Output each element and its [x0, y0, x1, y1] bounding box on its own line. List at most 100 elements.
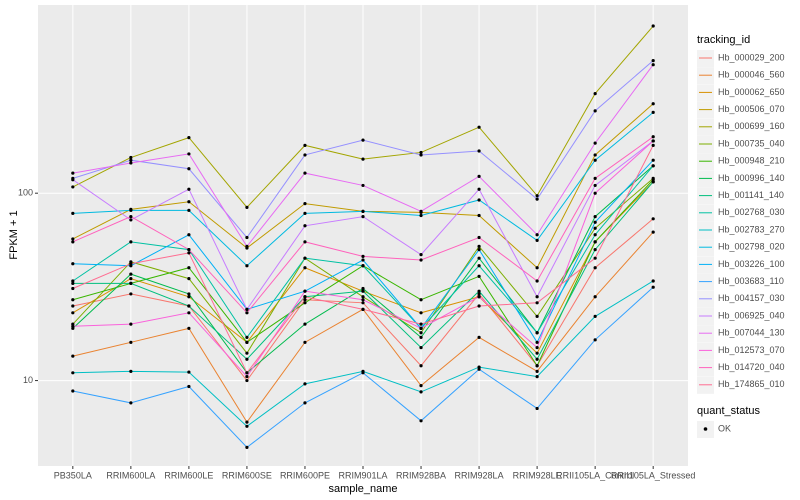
point [303, 382, 307, 386]
point [245, 311, 249, 315]
point [477, 256, 481, 260]
point [187, 266, 191, 270]
point [245, 340, 249, 344]
point [71, 371, 75, 375]
point [361, 258, 365, 262]
x-tick-label: RRII105LA_Stressed [611, 470, 696, 480]
point [245, 445, 249, 449]
point [477, 125, 481, 129]
point [187, 311, 191, 315]
point [535, 351, 539, 355]
point [535, 406, 539, 411]
x-tick-label: RRIM600LE [164, 470, 213, 480]
point [187, 304, 191, 308]
legend-label: Hb_174865_010 [718, 379, 785, 389]
point [419, 364, 423, 368]
point [129, 240, 133, 244]
point [419, 322, 423, 326]
point [419, 153, 423, 157]
point [245, 335, 249, 339]
point [419, 419, 423, 423]
point [187, 135, 191, 140]
point [303, 224, 307, 228]
legend-label: Hb_002768_030 [718, 207, 785, 217]
x-tick-label: RRIM928LA [455, 470, 504, 480]
point [651, 230, 655, 234]
point [651, 180, 655, 184]
point [419, 384, 423, 388]
point [303, 153, 307, 157]
point [593, 176, 597, 180]
point [361, 209, 365, 213]
point [71, 240, 75, 244]
point [361, 307, 365, 311]
legend-label: Hb_006925_040 [718, 310, 785, 320]
point [129, 369, 133, 373]
point [245, 378, 249, 383]
point [245, 235, 249, 240]
legend-label: Hb_000735_040 [718, 138, 785, 148]
point [535, 233, 539, 237]
point [187, 292, 191, 296]
point [129, 340, 133, 344]
legend-label: Hb_012573_070 [718, 345, 785, 355]
point [535, 357, 539, 361]
point [593, 183, 597, 188]
point [245, 420, 249, 424]
x-tick-label: RRIM600LA [106, 470, 155, 480]
point [71, 178, 75, 182]
point [303, 256, 307, 260]
point [187, 200, 191, 204]
point [187, 208, 191, 212]
y-tick-label: 10 [23, 375, 33, 385]
point [593, 141, 597, 145]
point [71, 286, 75, 291]
point [535, 197, 539, 201]
point [535, 266, 539, 270]
point [361, 254, 365, 258]
point [419, 253, 423, 257]
point [245, 307, 249, 311]
point [71, 298, 75, 302]
point [477, 274, 481, 278]
point [187, 251, 191, 255]
legend-label: Hb_014720_040 [718, 362, 785, 372]
x-tick-label: PB350LA [54, 470, 92, 480]
point [303, 322, 307, 326]
legend-label: Hb_002783_270 [718, 224, 785, 234]
point [361, 298, 365, 302]
point [361, 286, 365, 291]
point [477, 149, 481, 153]
legend-title: tracking_id [697, 34, 750, 46]
point [361, 371, 365, 375]
point [593, 226, 597, 230]
point [477, 187, 481, 191]
legend-label: Hb_002798_020 [718, 242, 785, 252]
point [187, 152, 191, 156]
point [419, 298, 423, 302]
point [419, 213, 423, 218]
legend-label: Hb_003683_110 [718, 276, 784, 286]
point [303, 401, 307, 405]
point [477, 244, 481, 249]
point [187, 167, 191, 171]
point [593, 240, 597, 244]
point [129, 155, 133, 160]
point [477, 235, 481, 240]
point [593, 266, 597, 270]
point [419, 209, 423, 213]
legend-label: Hb_000062_650 [718, 87, 785, 97]
legend-title: quant_status [697, 405, 760, 417]
point [593, 220, 597, 224]
point [535, 301, 539, 305]
point [129, 322, 133, 326]
point [651, 102, 655, 106]
point [419, 390, 423, 394]
point [303, 201, 307, 206]
point [187, 277, 191, 281]
legend-label: Hb_003226_100 [718, 259, 785, 269]
point [129, 208, 133, 212]
point [361, 157, 365, 161]
point [71, 281, 75, 286]
point [303, 240, 307, 244]
